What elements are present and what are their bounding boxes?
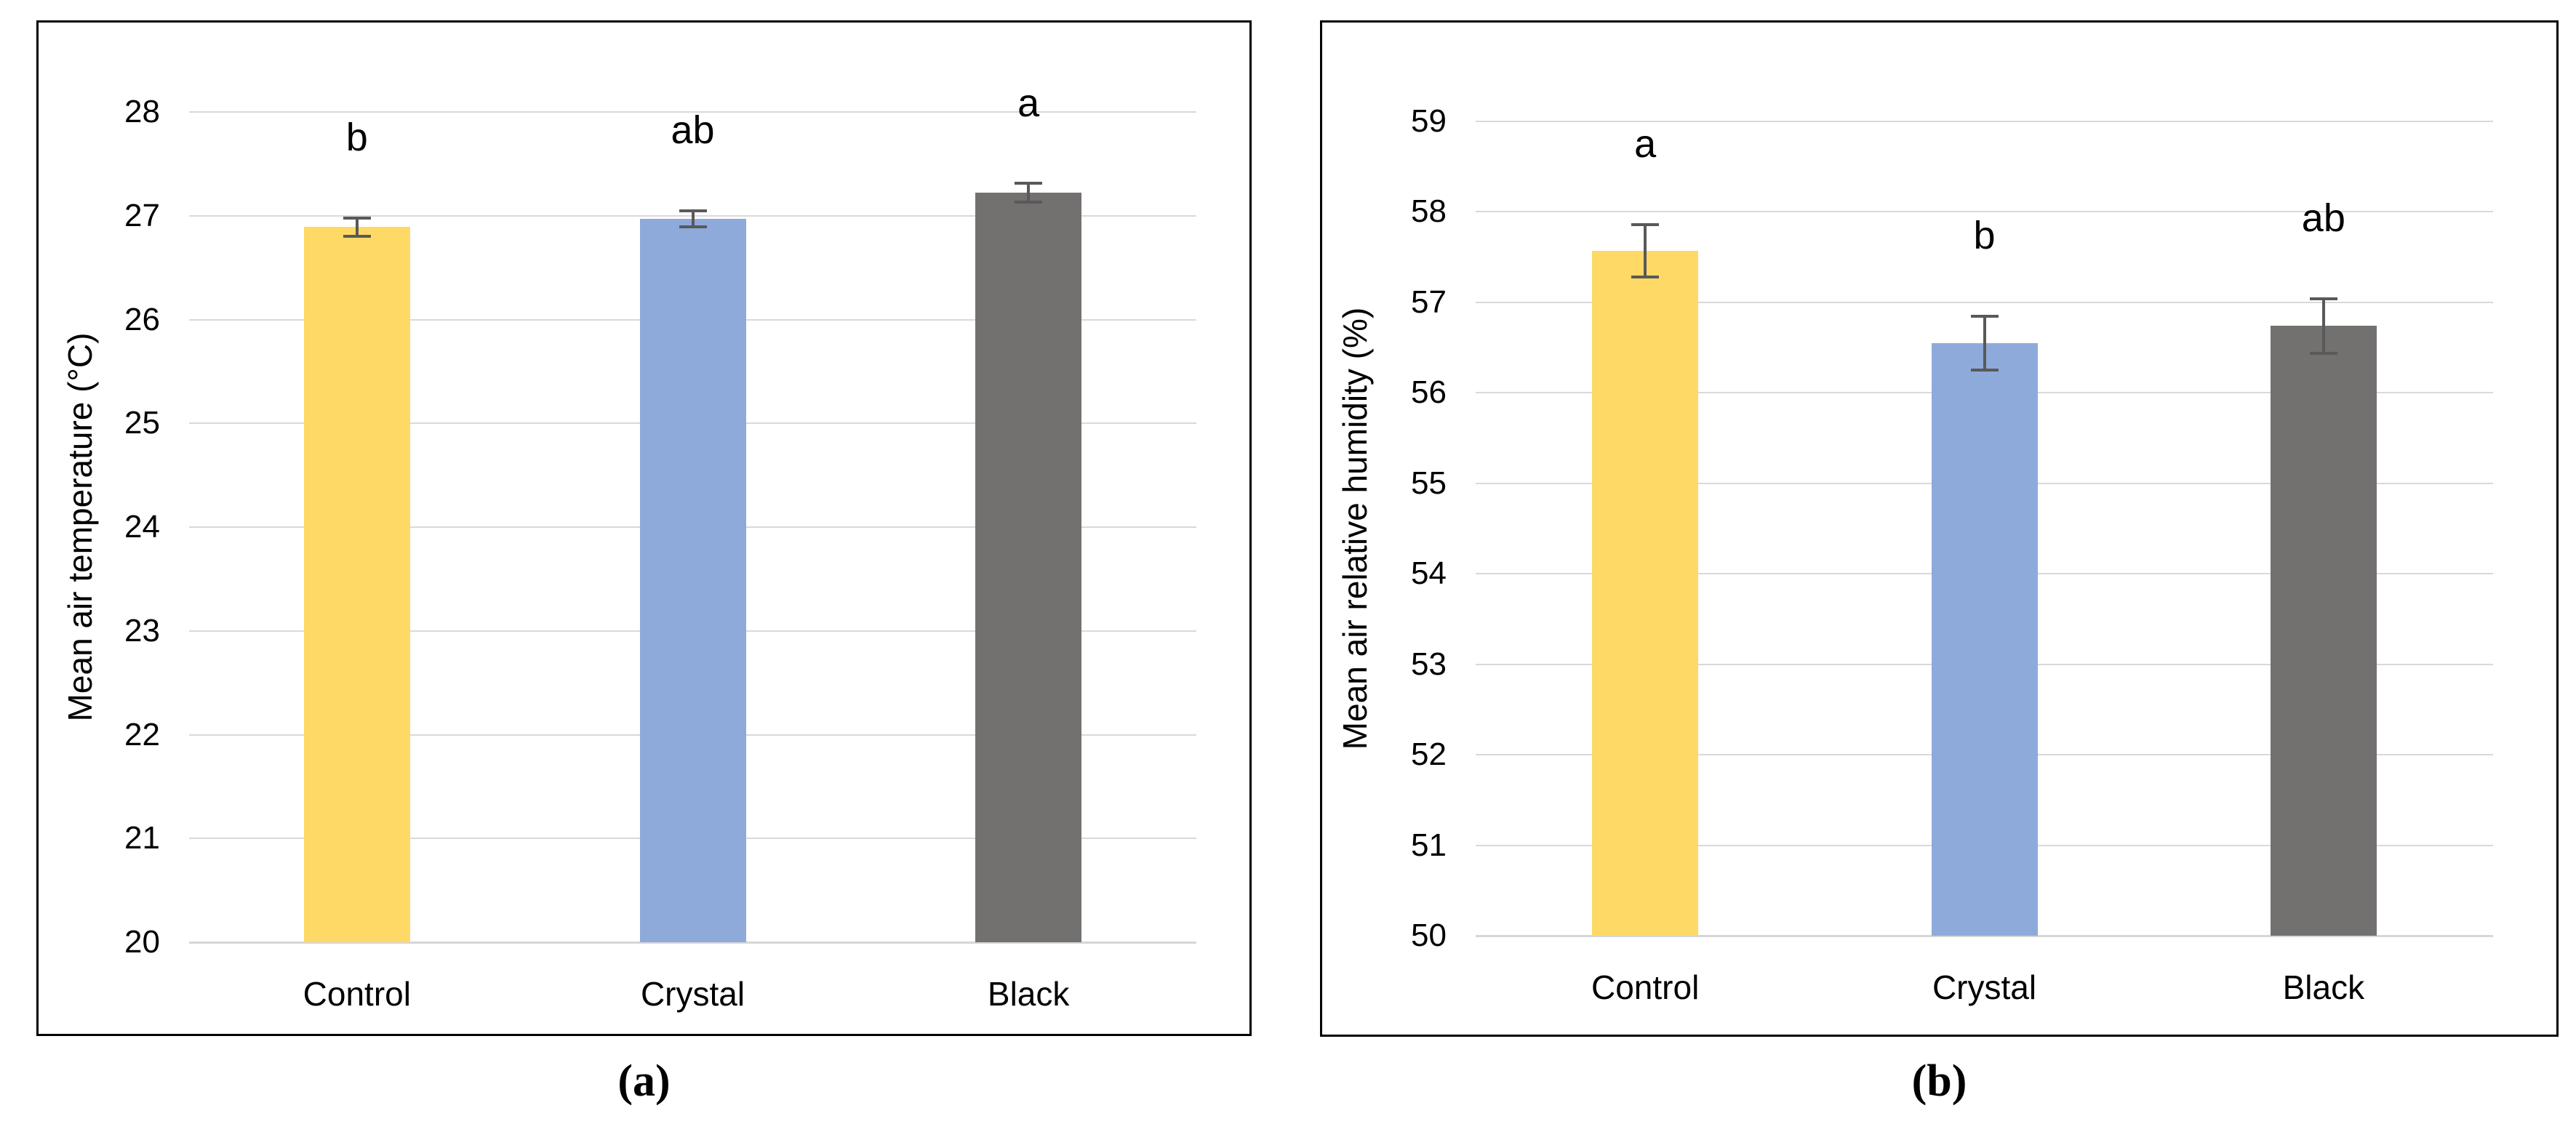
error-bar-crystal <box>691 210 695 228</box>
error-bar-control <box>355 217 359 237</box>
significance-letter-black: ab <box>2301 196 2345 240</box>
error-cap-bottom-black <box>1015 201 1043 204</box>
y-tick-label: 25 <box>124 405 160 441</box>
category-label-control: Control <box>1591 968 1700 1006</box>
error-cap-bottom-black <box>2309 351 2337 355</box>
error-cap-top-black <box>1015 182 1043 185</box>
bar-black <box>2270 326 2377 936</box>
plot-area: 50 51 52 53 54 55 56 57 58 59 a Control b Crystal ab Bl… <box>1411 103 2493 1006</box>
error-cap-bottom-control <box>343 235 371 238</box>
chart-panel-a: Mean air temperature (°C) 20 21 22 23 24 25 26… <box>36 20 1252 1036</box>
panel-caption-a: (a) <box>617 1056 671 1106</box>
error-cap-top-control <box>343 216 371 220</box>
significance-letter-black: a <box>1017 81 1040 125</box>
gridline <box>1476 121 2493 122</box>
chart-panel-b: Mean air relative humidity (%) 50 51 52 53 5… <box>1320 20 2559 1037</box>
y-tick-label: 27 <box>124 197 160 233</box>
y-tick-label: 28 <box>124 94 160 129</box>
significance-letter-crystal: ab <box>671 108 715 152</box>
significance-letter-control: b <box>345 115 368 159</box>
gridline <box>1476 211 2493 213</box>
gridline <box>189 111 1196 113</box>
y-tick-label: 23 <box>124 612 160 649</box>
error-cap-top-control <box>1631 222 1660 226</box>
plot-area: 20 21 22 23 24 25 26 27 28 b Control ab Crystal a Blac… <box>124 82 1196 1013</box>
error-cap-bottom-crystal <box>679 225 707 229</box>
x-axis-line <box>1476 935 2493 937</box>
error-cap-bottom-control <box>1631 276 1660 279</box>
bar-black <box>975 193 1082 942</box>
significance-letter-control: a <box>1634 121 1657 166</box>
y-tick-label: 51 <box>1411 827 1447 863</box>
y-tick-label: 50 <box>1411 918 1447 953</box>
panel-caption-b: (b) <box>1911 1056 1967 1106</box>
y-tick-label: 56 <box>1411 374 1447 411</box>
category-label-crystal: Crystal <box>640 975 745 1013</box>
error-bar-control <box>1644 224 1647 278</box>
y-tick-label: 59 <box>1411 103 1447 139</box>
y-tick-label: 21 <box>124 820 160 856</box>
bar-crystal <box>1931 342 2038 936</box>
error-cap-top-crystal <box>679 209 707 212</box>
y-tick-label: 53 <box>1411 646 1447 682</box>
y-tick-label: 58 <box>1411 193 1447 230</box>
error-bar-crystal <box>1983 316 1986 371</box>
y-tick-label: 20 <box>124 924 160 960</box>
gridline <box>1476 301 2493 303</box>
y-tick-label: 26 <box>124 301 160 337</box>
error-bar-black <box>2321 298 2325 353</box>
error-cap-top-crystal <box>1970 314 1999 318</box>
bar-control <box>1592 250 1699 936</box>
error-bar-black <box>1027 183 1031 203</box>
y-tick-label: 57 <box>1411 284 1447 320</box>
y-axis-label: Mean air relative humidity (%) <box>1336 307 1374 750</box>
y-tick-label: 54 <box>1411 555 1447 592</box>
bar-control <box>303 227 410 942</box>
bar-crystal <box>639 219 746 942</box>
y-tick-label: 55 <box>1411 465 1447 501</box>
category-label-control: Control <box>303 975 411 1013</box>
error-cap-top-black <box>2309 297 2337 300</box>
error-cap-bottom-crystal <box>1970 369 1999 372</box>
y-tick-label: 52 <box>1411 736 1447 773</box>
y-tick-label: 22 <box>124 716 160 752</box>
category-label-black: Black <box>987 975 1070 1013</box>
x-axis-line <box>189 942 1196 944</box>
category-label-black: Black <box>2282 968 2365 1006</box>
significance-letter-crystal: b <box>1973 213 1996 257</box>
y-tick-label: 24 <box>124 509 160 545</box>
category-label-crystal: Crystal <box>1932 968 2037 1006</box>
